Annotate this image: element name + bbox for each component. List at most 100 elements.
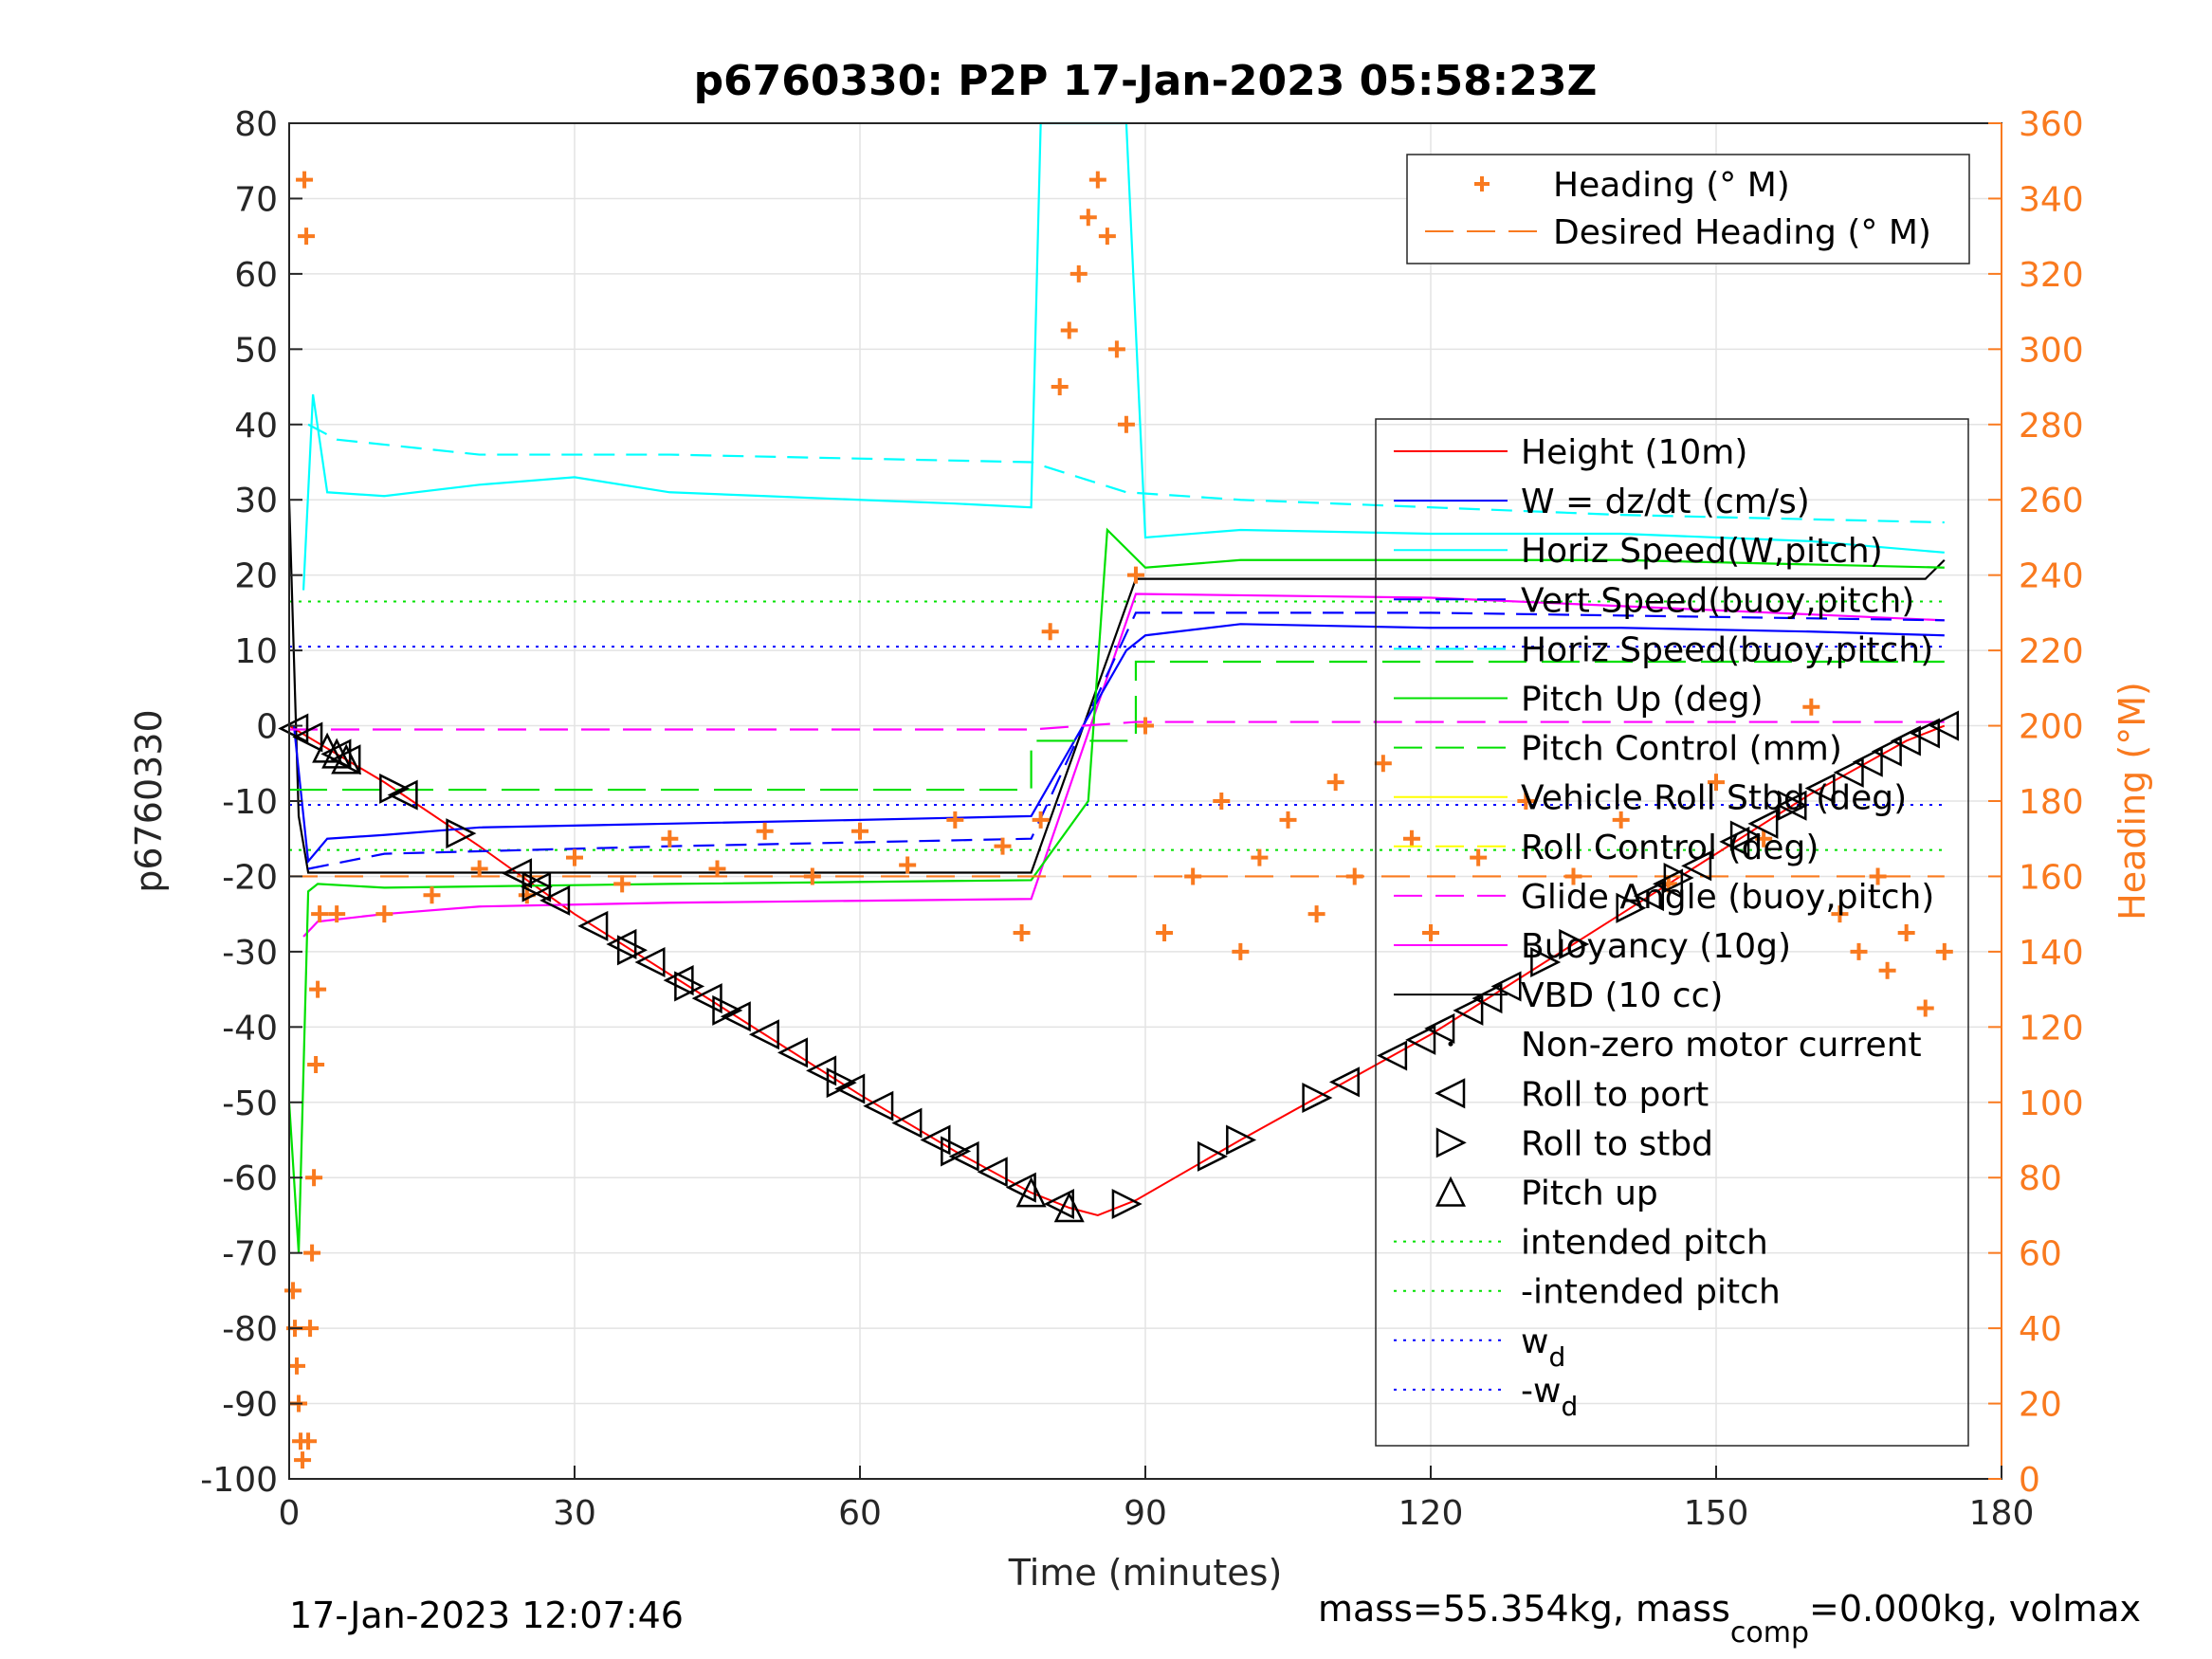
y-left-tick-label: 40 (234, 407, 278, 446)
legend-entry-label: Height (10m) (1521, 433, 1747, 472)
roll-stbd-marker (616, 935, 648, 966)
heading-point (1013, 924, 1031, 942)
heading-point (328, 905, 346, 923)
y-left-tick-label: 0 (256, 708, 278, 747)
heading-point (803, 867, 821, 885)
legend-entry-label: -intended pitch (1521, 1273, 1781, 1312)
heading-point (1878, 961, 1896, 979)
heading-point (1850, 942, 1868, 960)
legend-plus-sample (1474, 176, 1490, 191)
y-right-tick-label: 180 (2019, 783, 2084, 822)
footer-timestamp: 17-Jan-2023 12:07:46 (289, 1595, 684, 1636)
legend-entry-label: Glide Angle (buoy,pitch) (1521, 878, 1934, 917)
y-left-tick-label: -10 (222, 783, 278, 822)
roll-stbd-marker (1226, 1124, 1257, 1156)
roll-port-marker (1804, 773, 1836, 804)
heading-point (298, 228, 316, 246)
heading-point (1079, 209, 1097, 227)
heading-point (1251, 848, 1269, 866)
y-right-tick-label: 100 (2019, 1085, 2084, 1123)
legend-entry-text: Roll to stbd (1521, 1124, 1713, 1163)
y-right-tick-label: 220 (2019, 632, 2084, 671)
heading-point (1708, 774, 1725, 792)
roll-stbd-marker (674, 971, 705, 1002)
heading-point (1897, 924, 1915, 942)
roll-port-marker (1633, 881, 1665, 912)
legend-entry-text: Horiz Speed(W,pitch) (1521, 532, 1883, 571)
heading-point (423, 886, 441, 904)
roll-port-marker (1405, 1024, 1436, 1055)
heading-points (284, 171, 1953, 1469)
heading-point (1032, 811, 1050, 829)
y-right-tick-label: 360 (2019, 105, 2084, 144)
roll-port-marker (502, 858, 533, 889)
legend-tri-sample (1435, 1127, 1467, 1158)
y-right-tick-label: 120 (2019, 1009, 2084, 1048)
y-right-tick-label: 140 (2019, 934, 2084, 973)
legend-tri-sample (1435, 1078, 1466, 1109)
roll-port-marker (1929, 710, 1960, 741)
heading-point (899, 856, 917, 874)
legend-entry-label: VBD (10 cc) (1521, 976, 1723, 1015)
roll-port-marker (1377, 1040, 1408, 1071)
roll-port-marker (1747, 808, 1779, 839)
roll-port-marker (691, 983, 722, 1014)
heading-point (1307, 905, 1325, 923)
heading-point (994, 837, 1012, 855)
heading-point (307, 1056, 325, 1074)
roll-port-marker (863, 1090, 894, 1121)
roll-port-marker (806, 1055, 837, 1086)
roll-stbd-marker (1778, 790, 1809, 821)
y-left-tick-label: 50 (234, 331, 278, 370)
y-right-tick-label: 200 (2019, 708, 2084, 747)
pitch-up-marker (1053, 1192, 1085, 1223)
series-line (307, 611, 1945, 870)
chart-title: p6760330: P2P 17-Jan-2023 05:58:23Z (694, 57, 1598, 105)
series-line (302, 121, 1945, 591)
roll-stbd-marker (1302, 1082, 1333, 1114)
roll-stbd-marker (1663, 863, 1694, 894)
series-line (287, 500, 1946, 874)
legend-entry-text: Pitch Up (deg) (1521, 681, 1764, 720)
legend-entry-text: Heading (° M) (1553, 166, 1790, 205)
legend-entry-text: W = dz/dt (cm/s) (1521, 483, 1810, 521)
roll-stbd-marker (1616, 892, 1647, 923)
heading-point (1098, 228, 1116, 246)
heading-point (1422, 924, 1439, 942)
roll-port-marker (1909, 718, 1940, 749)
heading-point (661, 830, 679, 848)
roll-port-marker (1871, 736, 1902, 767)
series-line (289, 720, 1945, 731)
roll-stbd-marker (446, 818, 477, 849)
legend-entry-text: -intended pitch (1521, 1273, 1781, 1312)
footer-mass-suffix: =0.000kg, volmax (1809, 1588, 2141, 1630)
y-right-tick-label: 320 (2019, 256, 2084, 295)
x-tick-label: 180 (1969, 1494, 2035, 1533)
roll-port-marker (1890, 725, 1921, 757)
legend-main-box (1375, 418, 1969, 1447)
legend-entry-text: Glide Angle (buoy,pitch) (1521, 878, 1934, 917)
legend-entry-label: Desired Heading (° M) (1553, 213, 1931, 252)
legend-entry-label: Horiz Speed(W,pitch) (1521, 532, 1883, 571)
series-line (307, 423, 1945, 524)
heading-point (302, 1320, 320, 1338)
heading-point (1869, 867, 1887, 885)
heading-point (1326, 774, 1344, 792)
legend-dot-sample (1448, 1041, 1453, 1047)
y-left-tick-label: -80 (222, 1310, 278, 1349)
y-right-tick-label: 80 (2019, 1159, 2062, 1198)
heading-point (375, 905, 393, 923)
y-left-tick-label: 80 (234, 105, 278, 144)
heading-point (1517, 793, 1535, 810)
heading-point (1612, 811, 1630, 829)
y-right-tick-label: 20 (2019, 1386, 2062, 1425)
y-left-tick-label: 30 (234, 482, 278, 520)
y-left-tick-label: -40 (222, 1009, 278, 1048)
roll-port-marker (539, 884, 571, 916)
legend-entry-text: Pitch Control (mm) (1521, 730, 1842, 769)
roll-port-marker (1833, 757, 1864, 788)
y-left-tick-label: 60 (234, 256, 278, 295)
legend-entry-label: Roll to port (1521, 1075, 1709, 1114)
legend-main: Height (10m) W = dz/dt (cm/s) Horiz Speed(… (1375, 418, 1969, 1447)
y-left-tick-label: 10 (234, 632, 278, 671)
